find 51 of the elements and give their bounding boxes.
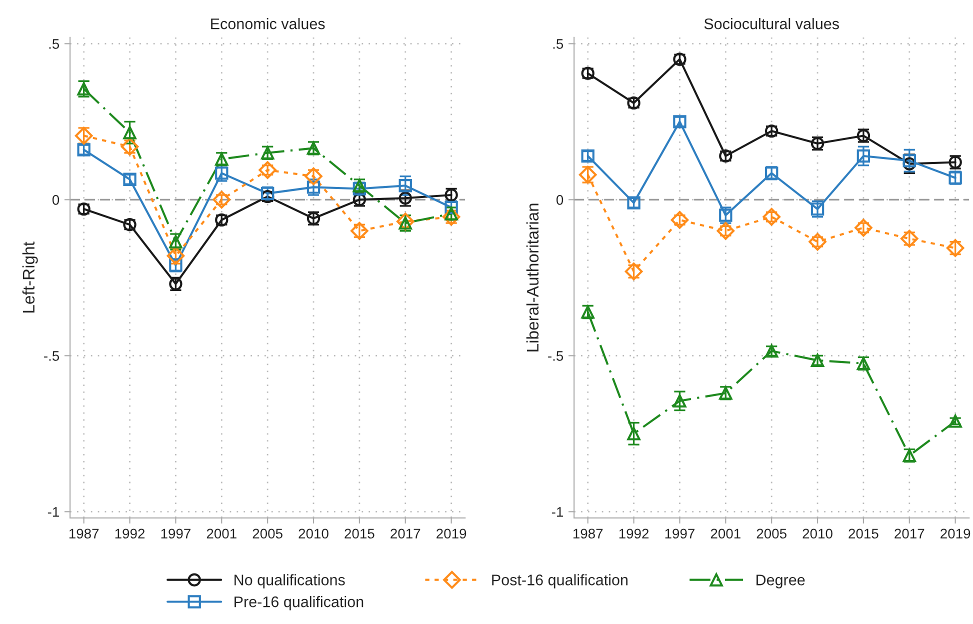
x-tick-label: 2017 xyxy=(390,528,420,539)
y-tick-label: -.5 xyxy=(44,351,60,361)
x-tick-label: 1992 xyxy=(619,528,649,539)
x-tick-label: 1992 xyxy=(115,528,145,539)
x-tick-label: 1987 xyxy=(69,528,99,539)
point xyxy=(716,222,735,240)
x-tick-label: 2019 xyxy=(436,528,466,539)
x-tick-label: 1997 xyxy=(665,528,694,539)
y-tick-label: .5 xyxy=(553,39,564,49)
x-tick-label: 2010 xyxy=(298,528,328,539)
y-tick-label: -1 xyxy=(552,507,563,517)
x-tick-label: 2001 xyxy=(710,528,740,539)
y-axis-title: Left-Right xyxy=(22,242,38,312)
x-tick-label: 2005 xyxy=(252,528,282,539)
x-tick-label: 1997 xyxy=(161,528,190,539)
legend-label: Degree xyxy=(756,574,805,588)
x-tick-label: 2015 xyxy=(848,528,878,539)
point xyxy=(762,208,780,226)
x-tick-label: 2015 xyxy=(344,528,374,539)
point xyxy=(856,149,870,163)
point xyxy=(902,157,916,170)
y-tick-label: .5 xyxy=(49,39,60,49)
legend-label: Pre-16 qualification xyxy=(234,596,364,610)
point xyxy=(673,394,686,408)
x-tick-label: 2010 xyxy=(802,528,832,539)
y-axis-title: Liberal-Authoritarian xyxy=(526,204,539,352)
y-tick-label: 0 xyxy=(556,195,564,205)
x-tick-label: 2017 xyxy=(894,528,924,539)
chart-title: Economic values xyxy=(211,18,325,30)
x-tick-label: 1987 xyxy=(573,528,603,539)
point xyxy=(854,218,872,237)
y-tick-label: -1 xyxy=(48,507,59,517)
point xyxy=(670,211,689,229)
legend-label: Post-16 qualification xyxy=(492,574,628,588)
point xyxy=(123,126,136,140)
x-tick-label: 2005 xyxy=(756,528,786,539)
y-tick-label: 0 xyxy=(52,195,60,205)
point xyxy=(948,414,962,428)
point xyxy=(212,190,231,209)
point xyxy=(398,192,412,205)
point xyxy=(902,154,916,168)
point xyxy=(900,230,918,248)
point xyxy=(398,179,412,192)
legend-label: No qualifications xyxy=(234,574,345,588)
y-tick-label: -.5 xyxy=(548,351,564,361)
point xyxy=(808,232,826,251)
chart-title: Sociocultural values xyxy=(704,18,839,30)
point xyxy=(627,427,640,440)
x-tick-label: 2019 xyxy=(940,528,970,539)
x-tick-label: 2001 xyxy=(206,528,236,539)
point xyxy=(258,161,276,179)
